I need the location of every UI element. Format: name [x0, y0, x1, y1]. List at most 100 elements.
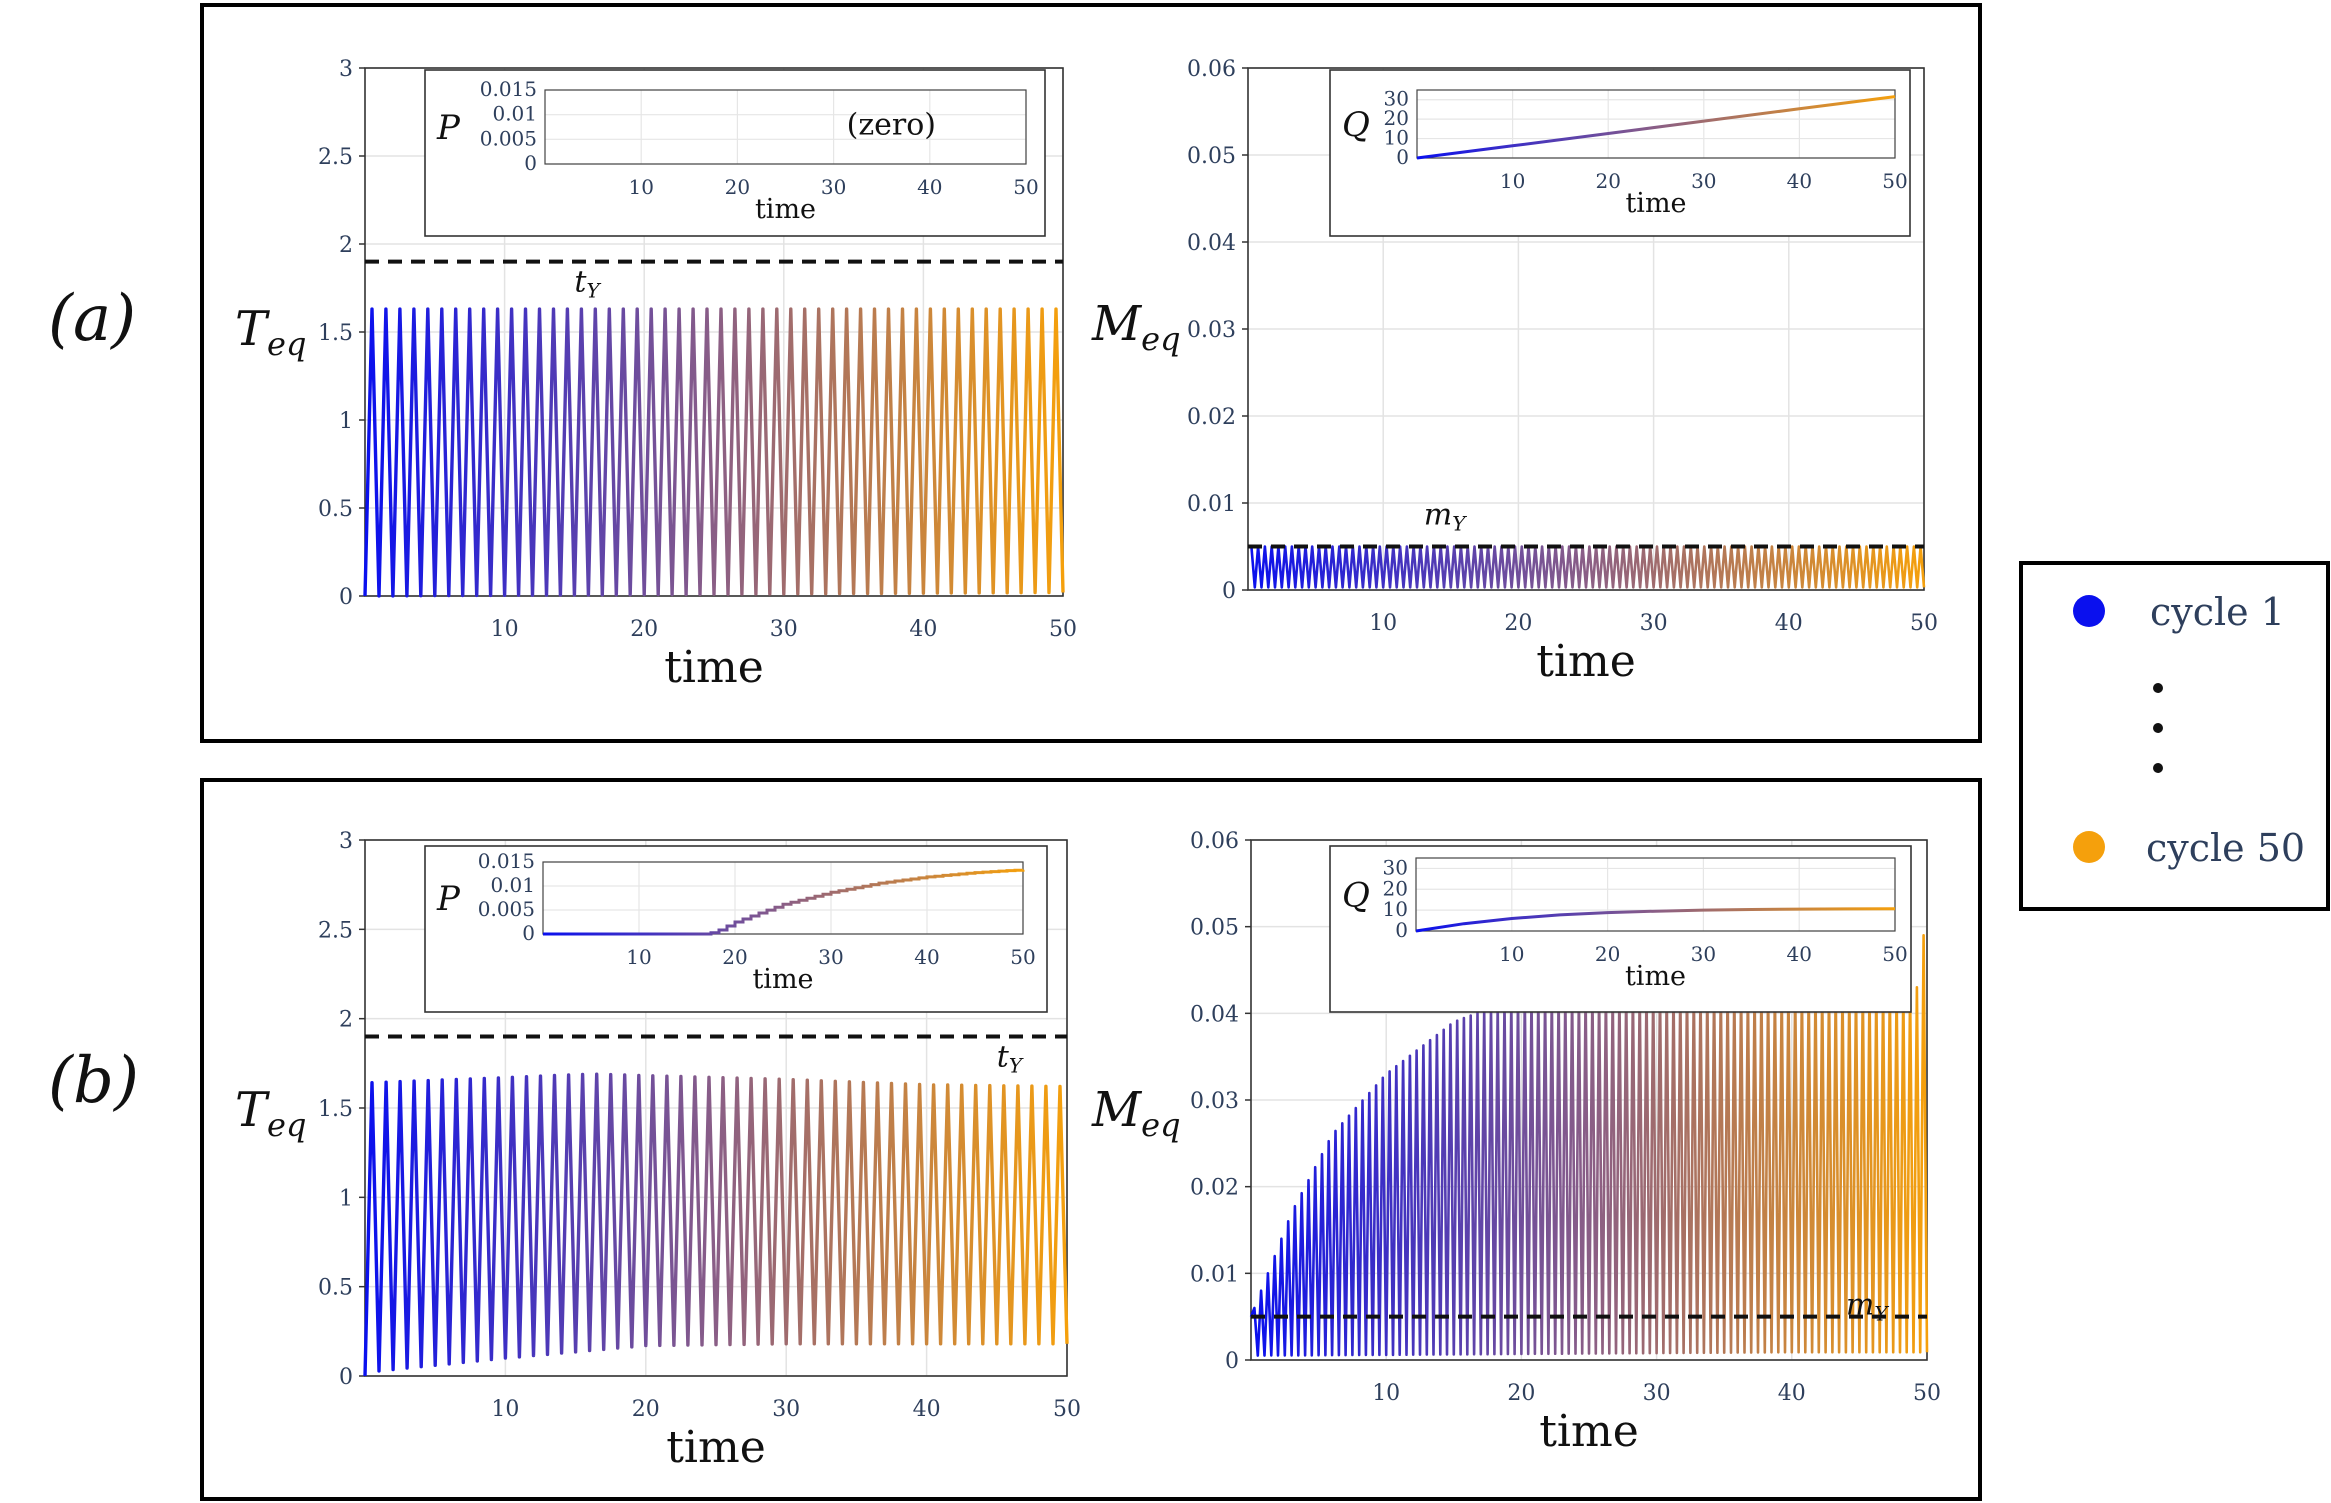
- inset-y-tick-label: 0: [522, 921, 535, 945]
- inset-x-tick-label: 40: [1786, 942, 1811, 966]
- y-axis-label: Meq: [1091, 296, 1181, 358]
- inset-x-tick-label: 10: [1500, 169, 1525, 193]
- y-tick-label: 0.02: [1187, 405, 1236, 430]
- inset-x-axis-label: time: [752, 964, 813, 995]
- y-tick-label: 0.01: [1190, 1262, 1239, 1287]
- inset-y-tick-label: 0.015: [480, 77, 537, 101]
- threshold-label: mY: [1846, 1288, 1889, 1326]
- panel-b-frame: [200, 778, 1982, 1501]
- chart-b-right: 10 20 30 40 5000.010.020.030.040.050.06timeM…: [1091, 829, 1941, 1457]
- x-tick-label: 40: [1775, 611, 1803, 636]
- inset-x-tick-label: 50: [1013, 175, 1038, 199]
- x-tick-label: 10: [1372, 1381, 1400, 1406]
- y-tick-label: 0.03: [1190, 1089, 1239, 1114]
- x-tick-label: 30: [770, 617, 798, 642]
- inset-frame: [1329, 845, 1912, 1013]
- x-axis-label: time: [666, 1422, 766, 1473]
- inset-x-tick-label: 30: [818, 945, 843, 969]
- inset-x-tick-label: 20: [1595, 169, 1620, 193]
- x-axis-label: time: [1536, 636, 1636, 687]
- inset-y-tick-label: 0: [524, 151, 537, 175]
- inset-y-tick-label: 30: [1383, 855, 1408, 879]
- y-tick-label: 2: [339, 1008, 353, 1033]
- x-tick-label: 50: [1913, 1381, 1941, 1406]
- series-line-M_eq: [1248, 545, 1926, 589]
- y-tick-label: 1.5: [318, 1097, 353, 1122]
- series-line-T_eq: [363, 1072, 1069, 1377]
- x-axis-label: time: [1539, 1406, 1639, 1457]
- inset-x-tick-label: 10: [626, 945, 651, 969]
- inset-series-line: [1416, 95, 1896, 160]
- inset-x-tick-label: 20: [722, 945, 747, 969]
- y-tick-label: 0: [1225, 1349, 1239, 1374]
- inset-x-tick-label: 50: [1010, 945, 1035, 969]
- x-tick-label: 20: [630, 617, 658, 642]
- legend-dot-3: [2153, 763, 2163, 773]
- y-tick-label: 0.06: [1187, 57, 1236, 82]
- threshold-label: tY: [997, 1040, 1024, 1078]
- inset-frame: [424, 69, 1046, 237]
- y-axis-label: Teq: [235, 301, 306, 363]
- inset-y-tick-label: 0.005: [480, 126, 537, 150]
- inset-y-axis-label: Q: [1342, 876, 1370, 916]
- y-tick-label: 0.04: [1187, 231, 1236, 256]
- y-tick-label: 0: [339, 1365, 353, 1390]
- inset-y-tick-label: 10: [1383, 897, 1408, 921]
- inset-series-line: [543, 868, 1025, 936]
- inset-y-axis-label: Q: [1342, 105, 1370, 145]
- panel-a-frame: [200, 3, 1982, 743]
- y-tick-label: 0.5: [318, 1276, 353, 1301]
- legend: cycle 1 cycle 50: [2019, 561, 2330, 911]
- legend-marker-cycle-1: [2073, 595, 2105, 627]
- chart-a-left: 10 20 30 40 50 0 0.5 1 1.5 2 2.5 3 time Teq tY 10 20 30 40…: [235, 57, 1077, 693]
- inset-x-axis-label: time: [755, 194, 816, 225]
- legend-label-cycle-1: cycle 1: [2150, 590, 2285, 634]
- y-tick-label: 2.5: [318, 918, 353, 943]
- y-tick-label: 3: [339, 829, 353, 854]
- y-axis-label: Teq: [235, 1082, 306, 1144]
- x-tick-label: 20: [1504, 611, 1532, 636]
- legend-marker-cycle-50: [2073, 831, 2105, 863]
- inset-x-tick-label: 20: [1595, 942, 1620, 966]
- inset-y-tick-label: 0.005: [478, 897, 535, 921]
- y-tick-label: 0.05: [1190, 916, 1239, 941]
- chart-b-left: 10 20 30 40 50 0 0.5 1 1.5 2 2.5 3 time Teq tY 10 20 30 40…: [235, 829, 1081, 1473]
- y-tick-label: 3: [339, 57, 353, 82]
- y-tick-label: 2.5: [318, 145, 353, 170]
- x-tick-label: 30: [772, 1397, 800, 1422]
- y-tick-label: 1: [339, 409, 353, 434]
- y-tick-label: 0.02: [1190, 1176, 1239, 1201]
- inset-plot-frame: [1416, 89, 1896, 159]
- inset-y-tick-label: 20: [1383, 876, 1408, 900]
- y-tick-label: 0.04: [1190, 1002, 1239, 1027]
- legend-dot-2: [2153, 723, 2163, 733]
- legend-dot-1: [2153, 683, 2163, 693]
- inset-x-tick-label: 10: [628, 175, 653, 199]
- inset-plot-frame: [542, 861, 1024, 935]
- inset-x-tick-label: 30: [1691, 942, 1716, 966]
- inset-frame: [1329, 69, 1911, 237]
- y-tick-label: 1.5: [318, 321, 353, 346]
- inset-y-tick-label: 0.015: [478, 849, 535, 873]
- panel-label-a: (a): [48, 282, 136, 356]
- x-tick-label: 20: [632, 1397, 660, 1422]
- y-tick-label: 1: [339, 1186, 353, 1211]
- x-tick-label: 40: [913, 1397, 941, 1422]
- inset-y-tick-label: 30: [1384, 87, 1409, 111]
- y-tick-label: 0.06: [1190, 829, 1239, 854]
- inset-series-line: [1415, 907, 1896, 933]
- y-tick-label: 0: [1222, 579, 1236, 604]
- x-tick-label: 40: [1778, 1381, 1806, 1406]
- x-tick-label: 20: [1507, 1381, 1535, 1406]
- x-tick-label: 50: [1910, 611, 1938, 636]
- inset-x-tick-label: 40: [914, 945, 939, 969]
- inset-x-axis-label: time: [1625, 961, 1686, 992]
- inset-x-tick-label: 20: [725, 175, 750, 199]
- series-line-M_eq: [1249, 934, 1929, 1357]
- x-tick-label: 30: [1643, 1381, 1671, 1406]
- inset-x-tick-label: 40: [1787, 169, 1812, 193]
- x-tick-label: 10: [491, 1397, 519, 1422]
